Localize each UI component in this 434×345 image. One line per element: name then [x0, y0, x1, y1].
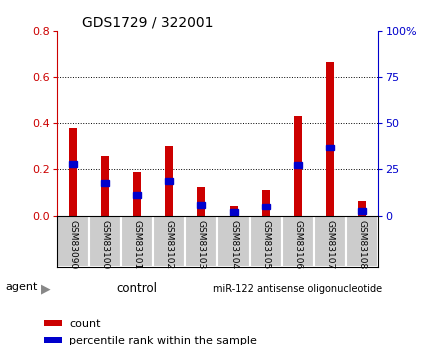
Bar: [358, 208, 365, 214]
Bar: [69, 161, 76, 167]
Bar: [313, 216, 345, 267]
Bar: [229, 206, 237, 216]
Text: GSM83090: GSM83090: [68, 220, 77, 269]
Text: GSM83100: GSM83100: [100, 220, 109, 269]
Text: miR-122 antisense oligonucleotide: miR-122 antisense oligonucleotide: [213, 284, 381, 294]
Text: GDS1729 / 322001: GDS1729 / 322001: [82, 16, 213, 30]
Bar: [261, 204, 269, 209]
Bar: [358, 201, 365, 216]
Bar: [153, 216, 185, 267]
Bar: [133, 192, 141, 198]
Text: control: control: [116, 283, 157, 295]
Bar: [249, 216, 281, 267]
Bar: [197, 203, 205, 208]
Text: GSM83107: GSM83107: [325, 220, 334, 269]
Bar: [69, 128, 76, 216]
Text: GSM83103: GSM83103: [197, 220, 205, 269]
Bar: [165, 146, 173, 216]
Bar: [56, 216, 89, 267]
Text: GSM83104: GSM83104: [229, 220, 237, 269]
Bar: [121, 216, 153, 267]
Bar: [281, 216, 313, 267]
Text: GSM83106: GSM83106: [293, 220, 302, 269]
Bar: [101, 156, 108, 216]
Text: percentile rank within the sample: percentile rank within the sample: [69, 336, 256, 345]
Bar: [43, 320, 62, 326]
Bar: [293, 162, 301, 168]
Bar: [89, 216, 121, 267]
Bar: [197, 187, 205, 216]
Bar: [43, 337, 62, 343]
Bar: [326, 62, 333, 216]
Bar: [261, 190, 269, 216]
Bar: [185, 216, 217, 267]
Text: GSM83108: GSM83108: [357, 220, 366, 269]
Text: agent: agent: [6, 282, 38, 292]
Text: ▶: ▶: [41, 283, 50, 295]
Bar: [165, 178, 173, 184]
Text: count: count: [69, 319, 101, 328]
Bar: [293, 116, 301, 216]
Bar: [229, 209, 237, 215]
Bar: [326, 145, 333, 150]
Bar: [345, 216, 378, 267]
Bar: [133, 172, 141, 216]
Bar: [217, 216, 249, 267]
Text: GSM83105: GSM83105: [261, 220, 270, 269]
Text: GSM83101: GSM83101: [132, 220, 141, 269]
Text: GSM83102: GSM83102: [164, 220, 173, 269]
Bar: [101, 180, 108, 186]
